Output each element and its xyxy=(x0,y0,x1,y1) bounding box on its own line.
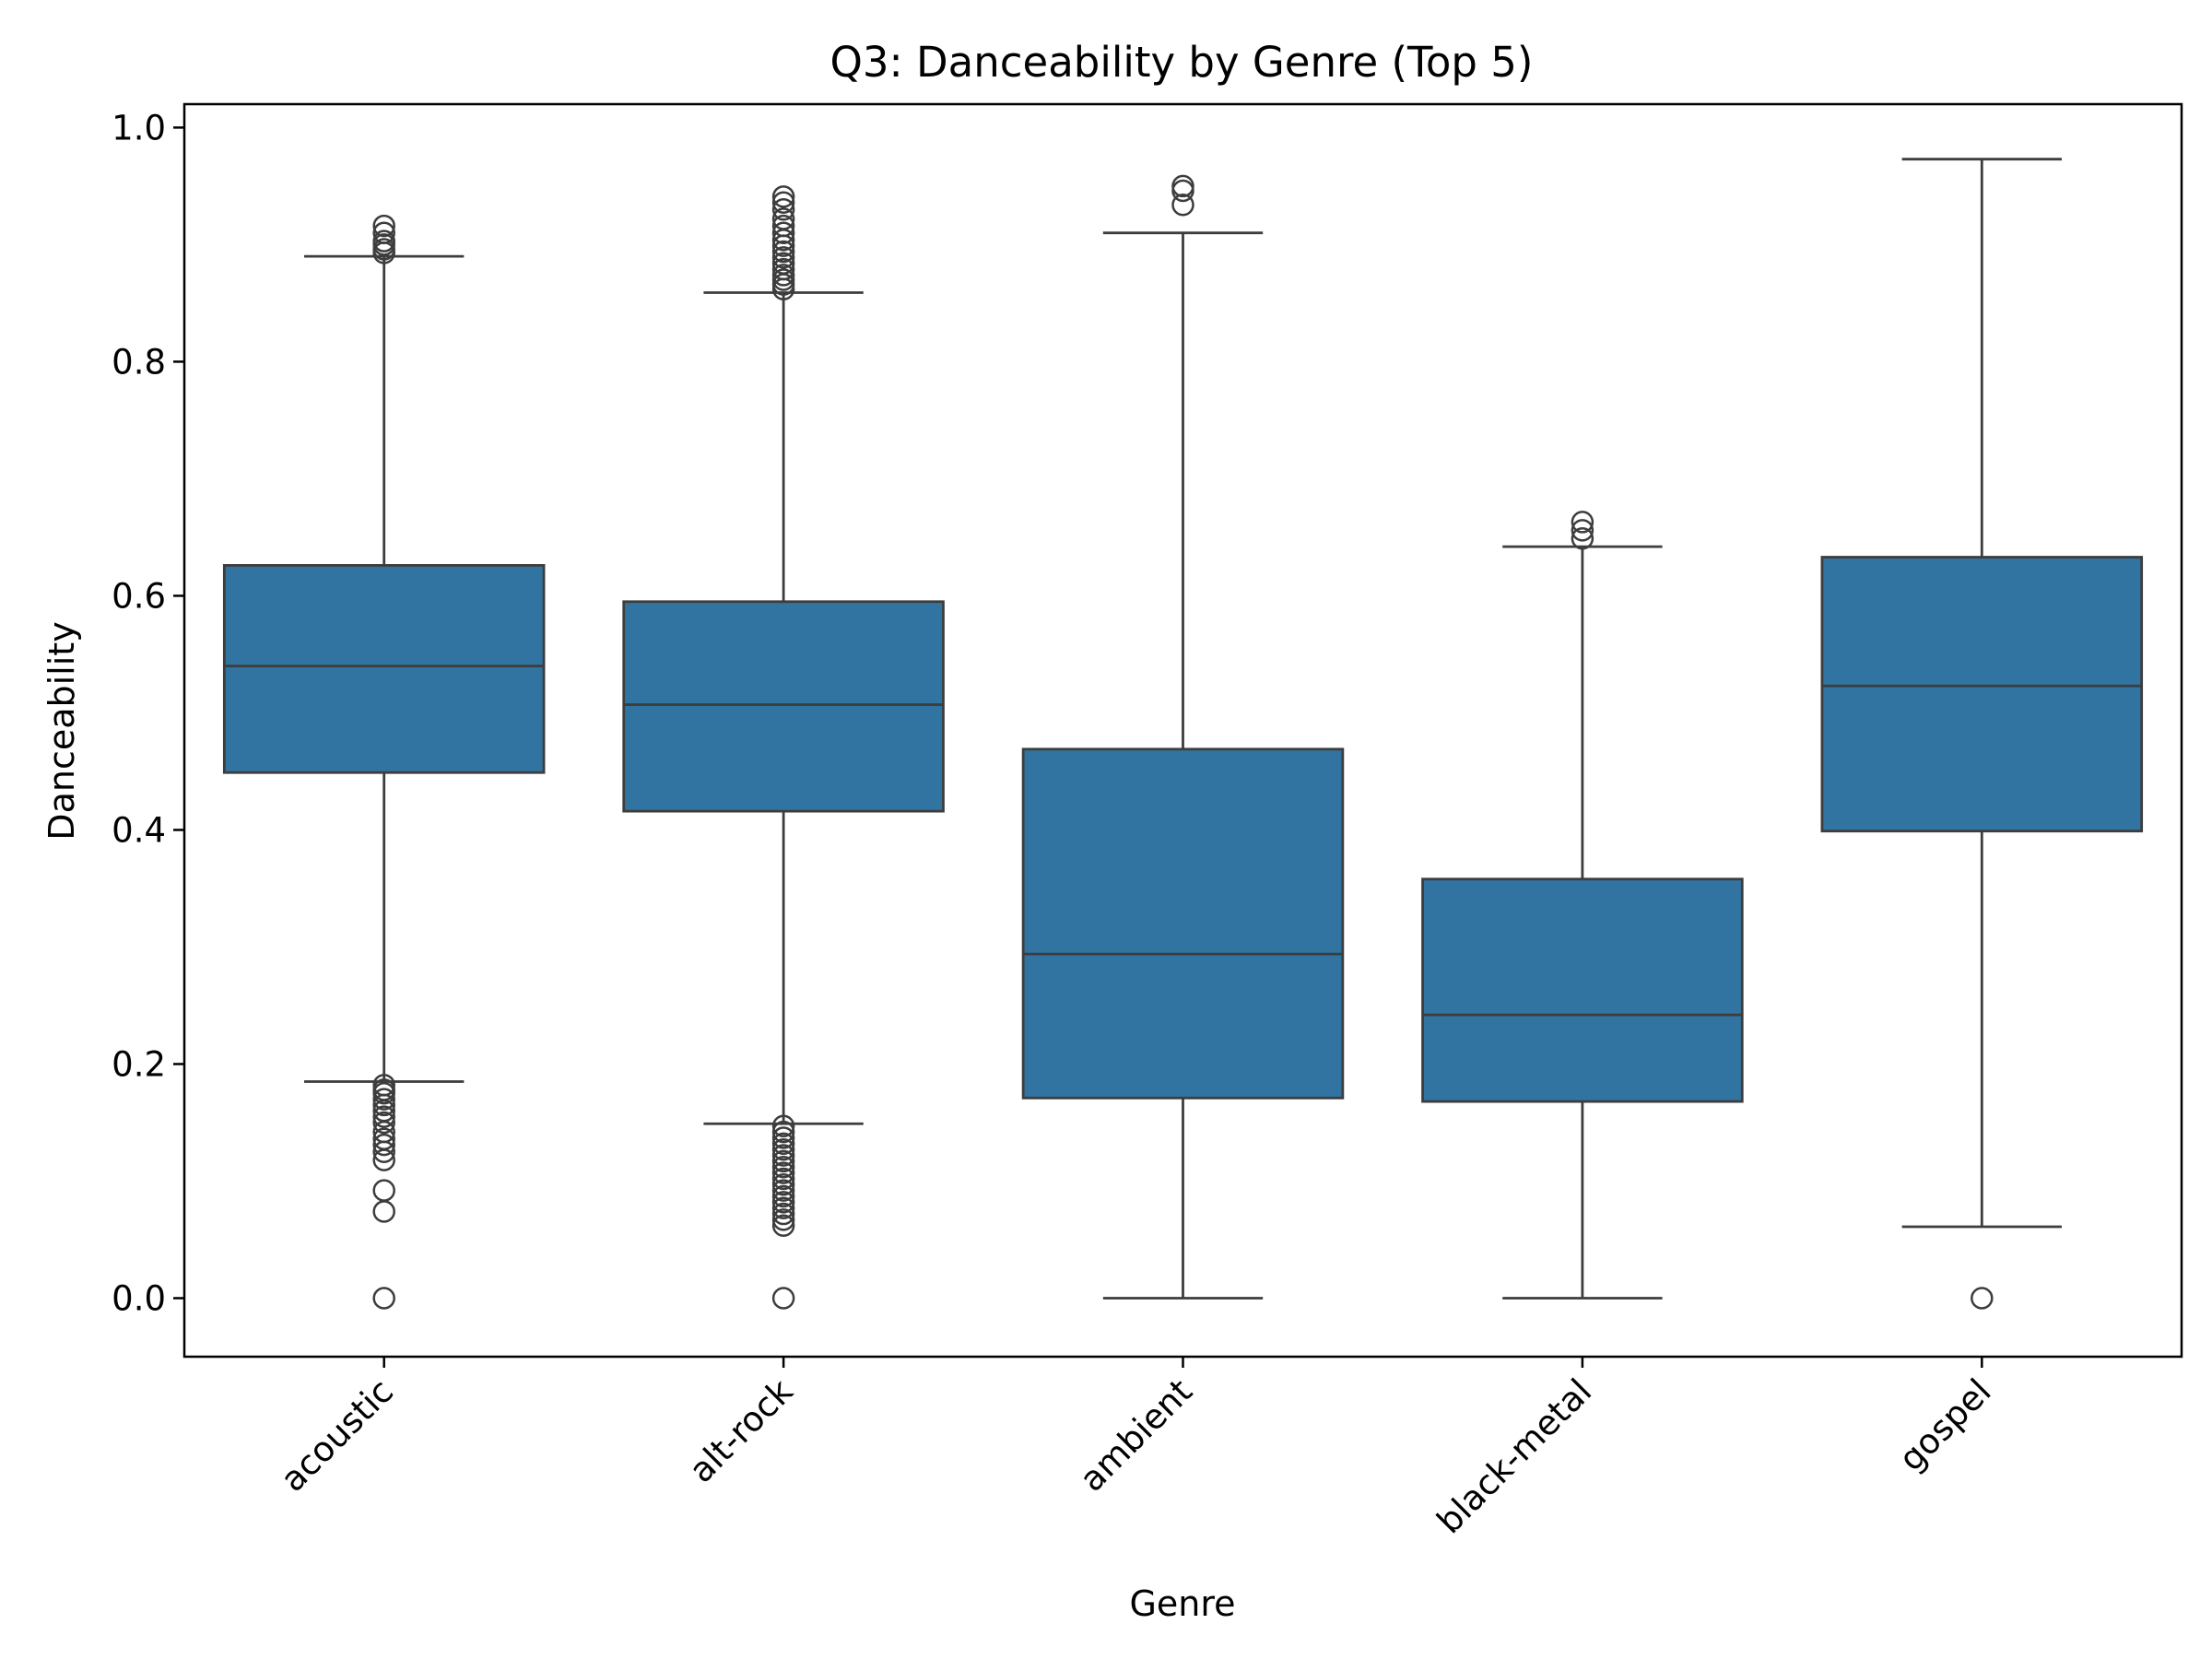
outlier-point xyxy=(771,1179,795,1202)
outlier-point xyxy=(372,1074,395,1097)
plot-area xyxy=(222,158,2144,1310)
outlier-point xyxy=(1971,1287,1994,1310)
outlier-point xyxy=(372,221,395,244)
chart-title: Q3: Danceability by Genre (Top 5) xyxy=(830,38,1534,87)
box-group-gospel xyxy=(1820,158,2144,1310)
box-group-ambient xyxy=(1021,174,1345,1300)
box-group-acoustic xyxy=(222,214,546,1310)
outlier-point xyxy=(372,214,395,238)
y-tick-label: 0.0 xyxy=(112,1278,166,1318)
x-axis-title: Genre xyxy=(1129,1583,1235,1624)
outlier-point xyxy=(771,1191,795,1214)
outlier-point xyxy=(771,1161,795,1184)
outlier-point xyxy=(771,1184,795,1208)
outlier-point xyxy=(771,221,795,244)
outlier-point xyxy=(372,1179,395,1202)
outlier-point xyxy=(771,1202,795,1226)
outlier-point xyxy=(771,1208,795,1231)
outlier-point xyxy=(771,1214,795,1237)
outlier-point xyxy=(771,1137,795,1161)
outlier-point xyxy=(771,1196,795,1219)
outlier-point xyxy=(771,252,795,275)
outlier-point xyxy=(771,1132,795,1156)
outlier-point xyxy=(771,1173,795,1196)
outlier-point xyxy=(771,185,795,208)
outlier-point xyxy=(372,1287,395,1310)
outlier-point xyxy=(771,1126,795,1149)
y-tick-label: 0.2 xyxy=(112,1044,166,1084)
outlier-point xyxy=(372,1105,395,1128)
y-tick-label: 0.8 xyxy=(112,342,166,382)
outlier-point xyxy=(771,240,795,264)
outlier-point xyxy=(771,1120,795,1144)
outlier-point xyxy=(1571,511,1594,534)
outlier-point xyxy=(372,1133,395,1157)
outlier-point xyxy=(771,191,795,214)
outlier-point xyxy=(771,246,795,269)
outlier-point xyxy=(1171,174,1194,198)
box-group-black-metal xyxy=(1421,511,1744,1300)
y-axis-title: Danceability xyxy=(41,621,82,840)
iqr-box xyxy=(1421,877,1744,1103)
iqr-box xyxy=(622,600,945,813)
outlier-point xyxy=(771,1114,795,1138)
outlier-point xyxy=(771,257,795,281)
outlier-point xyxy=(771,264,795,287)
outlier-point xyxy=(771,214,795,238)
outlier-point xyxy=(1571,519,1594,542)
iqr-box xyxy=(1021,747,1345,1100)
outlier-point xyxy=(372,1088,395,1111)
outlier-point xyxy=(372,229,395,253)
y-axis: 0.0 0.2 0.4 0.6 0.8 1.0 xyxy=(112,108,184,1318)
y-tick-label: 0.4 xyxy=(112,810,166,850)
outlier-point xyxy=(1171,193,1194,217)
outlier-point xyxy=(372,1111,395,1135)
iqr-box xyxy=(1820,556,2144,833)
outlier-point xyxy=(771,1155,795,1179)
iqr-box xyxy=(222,564,546,774)
outlier-point xyxy=(771,1167,795,1191)
y-tick-label: 1.0 xyxy=(112,108,166,147)
outlier-point xyxy=(1571,526,1594,550)
outlier-point xyxy=(771,198,795,221)
y-tick-label: 0.6 xyxy=(112,576,166,616)
outlier-point xyxy=(771,1149,795,1173)
box-group-alt-rock xyxy=(622,185,945,1310)
outlier-point xyxy=(771,1144,795,1167)
outlier-point xyxy=(372,1127,395,1151)
outlier-point xyxy=(771,1287,795,1310)
outlier-point xyxy=(771,207,795,230)
